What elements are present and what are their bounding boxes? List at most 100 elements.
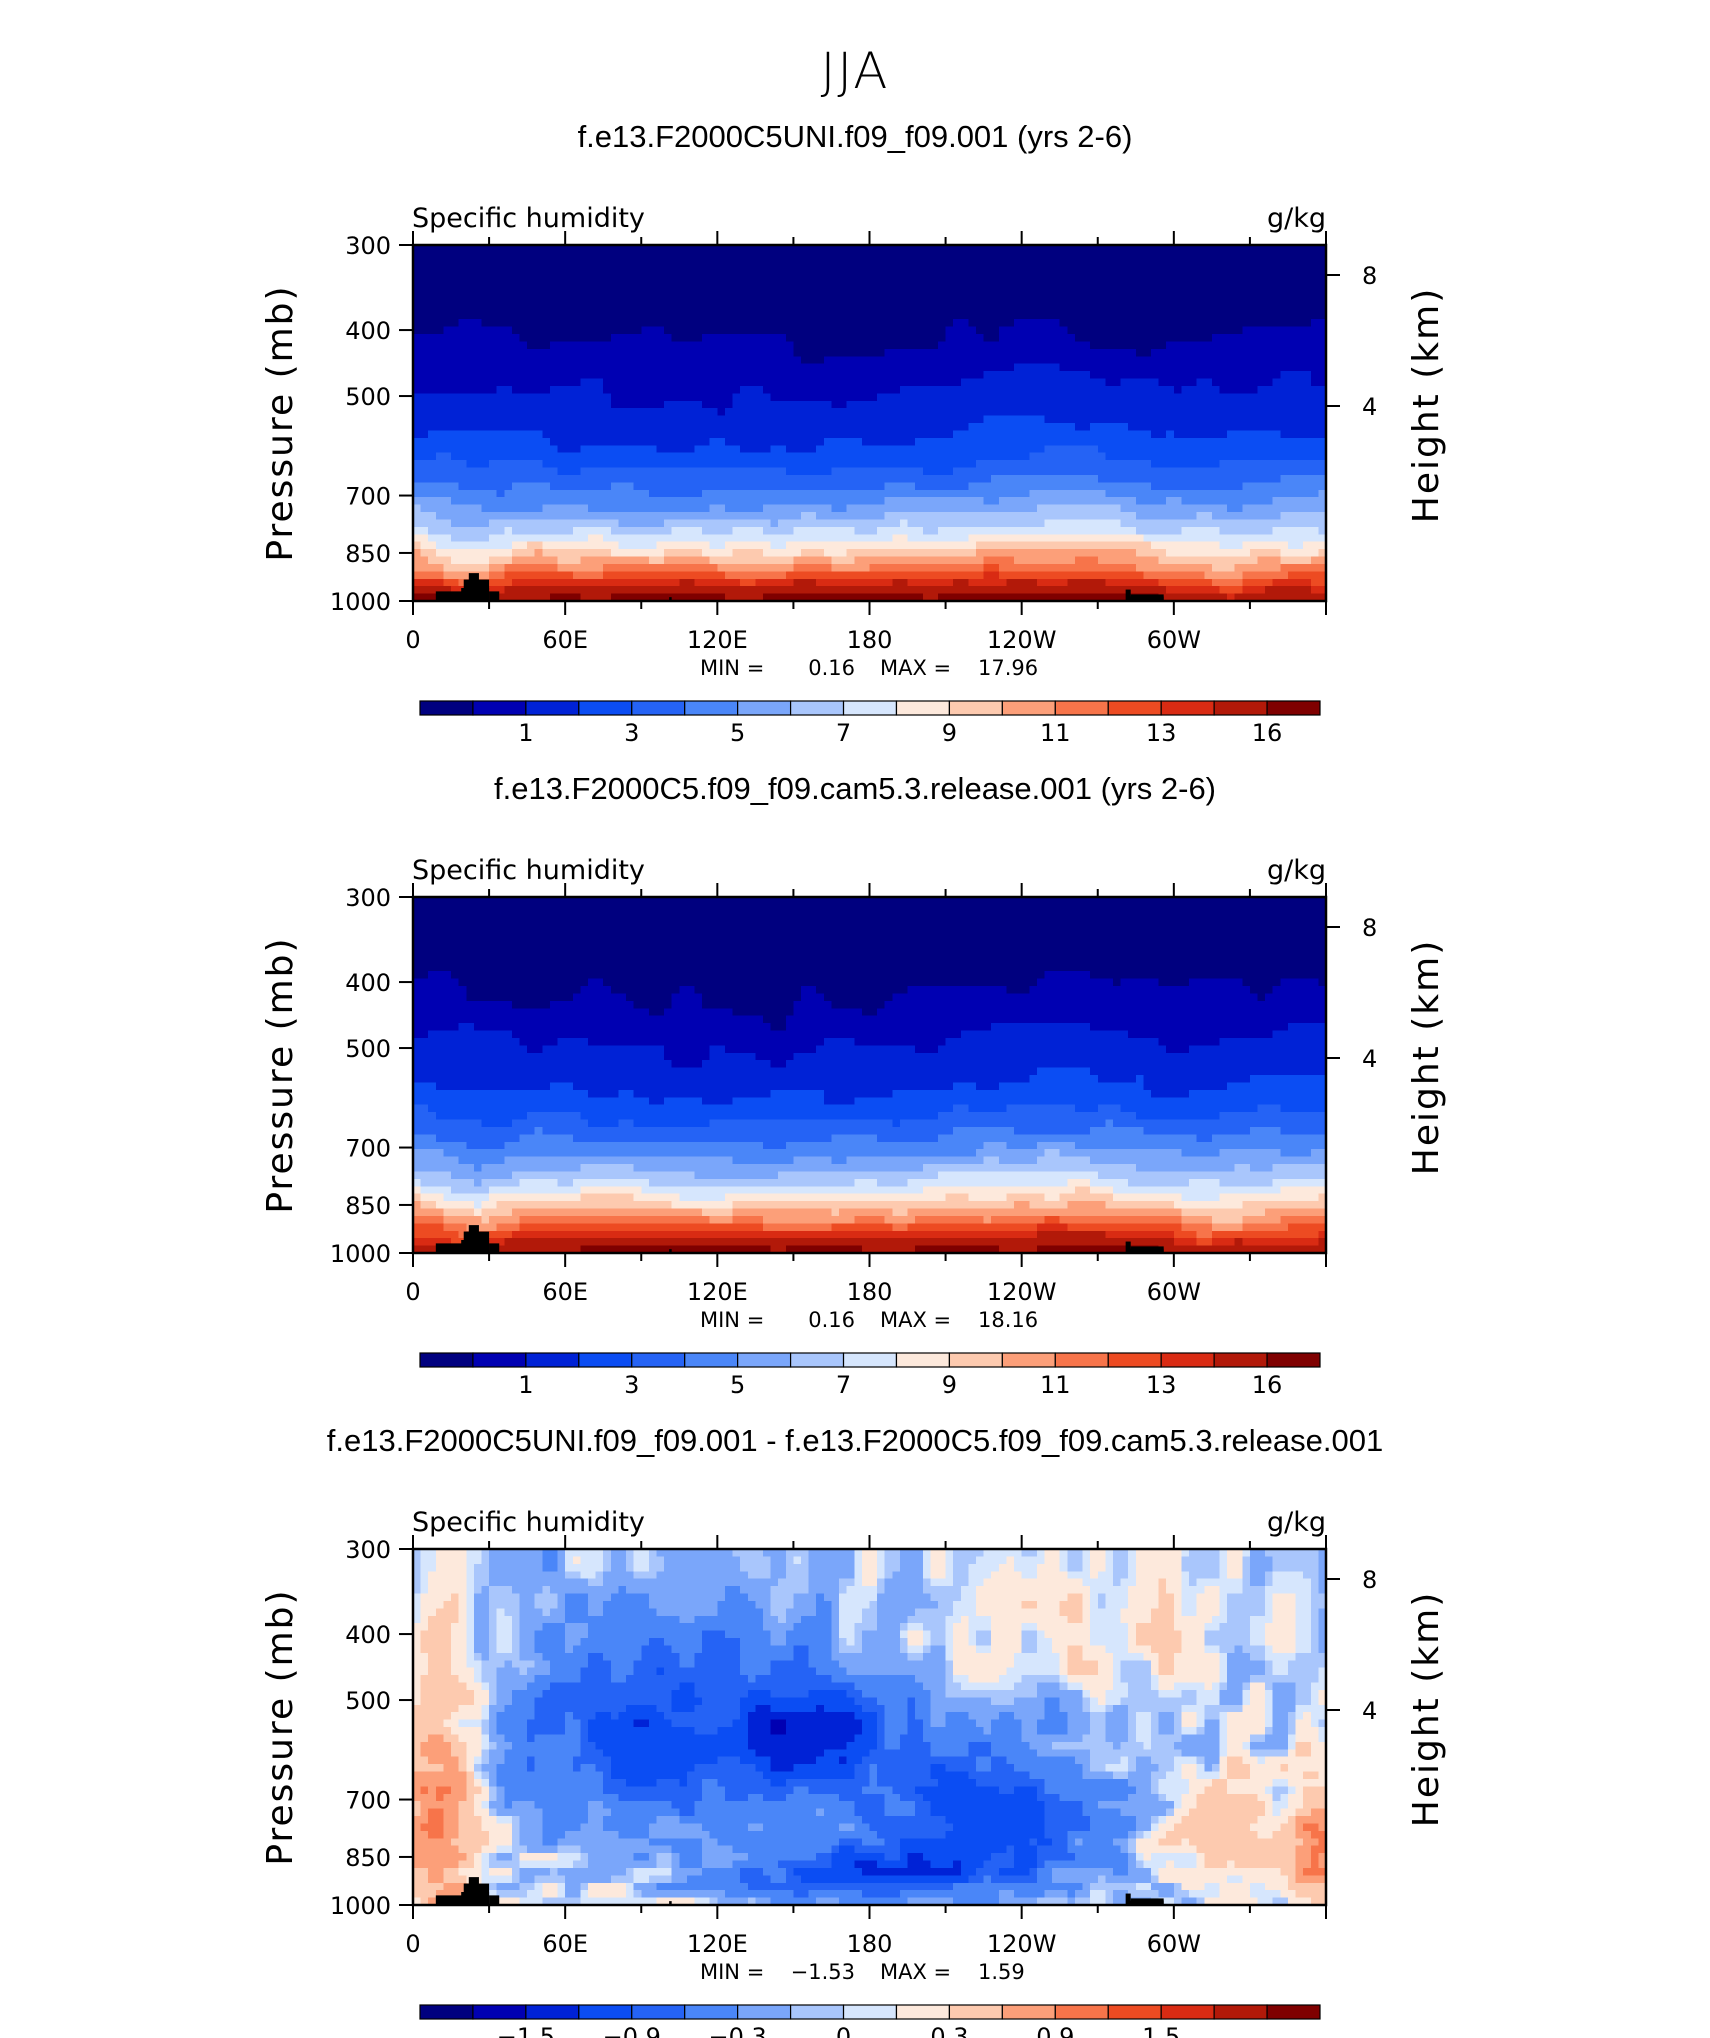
field-cell bbox=[801, 482, 810, 491]
field-cell bbox=[572, 489, 581, 498]
field-cell bbox=[610, 267, 620, 276]
field-cell bbox=[846, 593, 855, 602]
field-cell bbox=[755, 519, 764, 528]
field-cell bbox=[1128, 334, 1137, 343]
field-cell bbox=[808, 267, 817, 276]
field-cell bbox=[1097, 363, 1106, 372]
field-cell bbox=[854, 556, 863, 565]
field-cell bbox=[1021, 296, 1030, 305]
field-cell bbox=[618, 408, 627, 417]
field-cell bbox=[770, 549, 779, 558]
field-cell bbox=[557, 452, 566, 461]
field-cell bbox=[428, 526, 437, 535]
field-cell bbox=[991, 371, 1000, 380]
field-cell bbox=[626, 245, 635, 254]
field-cell bbox=[953, 311, 962, 320]
field-cell bbox=[899, 289, 909, 298]
field-cell bbox=[428, 571, 437, 580]
field-cell bbox=[770, 474, 779, 483]
field-cell bbox=[466, 445, 475, 454]
field-cell bbox=[839, 504, 848, 513]
field-cell bbox=[595, 385, 604, 394]
field-cell bbox=[1112, 319, 1122, 328]
field-cell bbox=[1059, 334, 1068, 343]
field-cell bbox=[823, 408, 833, 417]
field-cell bbox=[1196, 586, 1205, 595]
field-cell bbox=[846, 423, 855, 432]
field-cell bbox=[565, 452, 574, 461]
field-cell bbox=[983, 489, 992, 498]
field-cell bbox=[1189, 489, 1198, 498]
field-cell bbox=[633, 467, 642, 476]
field-cell bbox=[785, 274, 795, 283]
field-cell bbox=[884, 334, 893, 343]
field-cell bbox=[664, 348, 673, 357]
field-cell bbox=[717, 541, 726, 550]
field-cell bbox=[702, 259, 711, 268]
field-cell bbox=[428, 519, 437, 528]
field-cell bbox=[702, 541, 711, 550]
field-cell bbox=[481, 267, 490, 276]
field-cell bbox=[1143, 541, 1152, 550]
field-cell bbox=[1074, 282, 1084, 291]
field-cell bbox=[839, 289, 848, 298]
field-cell bbox=[755, 497, 764, 506]
field-cell bbox=[953, 400, 962, 409]
field-cell bbox=[1074, 556, 1084, 565]
field-cell bbox=[587, 274, 597, 283]
field-cell bbox=[930, 430, 939, 439]
field-cell bbox=[443, 541, 452, 550]
field-cell bbox=[686, 549, 696, 558]
field-cell bbox=[808, 578, 817, 587]
field-cell bbox=[549, 282, 559, 291]
field-cell bbox=[587, 489, 597, 498]
field-cell bbox=[1143, 326, 1152, 335]
field-cell bbox=[1181, 408, 1190, 417]
field-cell bbox=[1173, 393, 1183, 402]
field-cell bbox=[610, 289, 620, 298]
field-cell bbox=[808, 245, 817, 254]
field-cell bbox=[1044, 489, 1053, 498]
field-cell bbox=[519, 341, 528, 350]
field-cell bbox=[808, 400, 817, 409]
field-cell bbox=[702, 393, 711, 402]
field-cell bbox=[679, 430, 688, 439]
field-cell bbox=[709, 289, 718, 298]
field-cell bbox=[664, 541, 673, 550]
field-cell bbox=[587, 356, 597, 365]
field-cell bbox=[854, 482, 863, 491]
field-cell bbox=[626, 549, 635, 558]
field-cell bbox=[1128, 526, 1137, 535]
field-cell bbox=[686, 252, 696, 261]
field-cell bbox=[1097, 593, 1106, 602]
field-cell bbox=[1105, 593, 1114, 602]
field-cell bbox=[671, 252, 680, 261]
field-cell bbox=[732, 334, 741, 343]
field-cell bbox=[504, 563, 513, 572]
field-cell bbox=[1151, 289, 1160, 298]
field-cell bbox=[1128, 319, 1137, 328]
field-cell bbox=[626, 326, 635, 335]
field-cell bbox=[991, 267, 1000, 276]
field-cell bbox=[846, 274, 855, 283]
field-cell bbox=[686, 571, 696, 580]
field-cell bbox=[1158, 385, 1167, 394]
field-cell bbox=[511, 289, 521, 298]
field-cell bbox=[998, 437, 1008, 446]
contour-field bbox=[413, 245, 1327, 602]
field-cell bbox=[907, 534, 916, 543]
field-cell bbox=[732, 423, 741, 432]
field-cell bbox=[618, 534, 627, 543]
field-cell bbox=[892, 519, 901, 528]
field-cell bbox=[641, 423, 650, 432]
field-cell bbox=[1105, 371, 1114, 380]
field-cell bbox=[861, 334, 871, 343]
field-cell bbox=[451, 549, 460, 558]
field-cell bbox=[1021, 423, 1030, 432]
field-cell bbox=[747, 467, 756, 476]
field-cell bbox=[762, 282, 772, 291]
field-cell bbox=[557, 549, 566, 558]
field-cell bbox=[1067, 512, 1076, 521]
field-cell bbox=[861, 467, 871, 476]
field-cell bbox=[1135, 563, 1144, 572]
